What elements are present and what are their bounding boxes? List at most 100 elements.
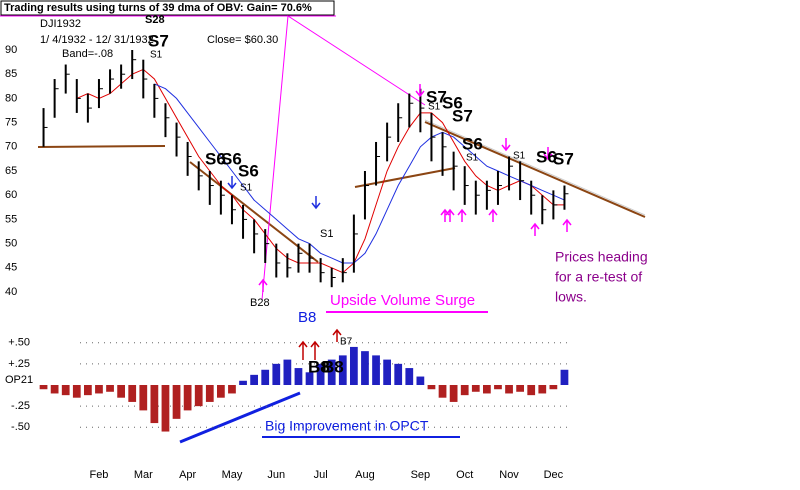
trend-line [424,119,646,216]
annotation: B28 [250,297,270,309]
opct-bar [272,363,281,385]
x-tick-label: Apr [179,469,196,481]
annotation: B8 [308,357,330,376]
y-tick-label: 70 [5,141,17,153]
annotation: S6 [205,149,226,168]
y-tick-label: 50 [5,238,17,250]
opct-bar [83,385,92,396]
y-tick-label: 90 [5,44,17,56]
support-line [37,145,166,148]
annotation: S1 [428,102,441,113]
opct-bar [239,380,247,385]
opct-bar [216,385,225,398]
opct-bar [61,385,70,396]
opct-bar [494,385,502,390]
opct-bar [449,385,458,402]
y-tick-label: +.50 [8,337,30,349]
y-tick-label: -.25 [11,400,30,412]
x-tick-label: Feb [89,469,108,481]
annotation: for a re-test of [555,269,642,285]
x-tick-label: Oct [456,469,473,481]
opct-bar [194,385,203,407]
opct-bar [327,359,336,385]
opct-bar [139,385,148,411]
date-range: 1/ 4/1932 - 12/ 31/1932 [40,34,154,46]
opct-bar [505,385,513,394]
annotation: S1 [466,153,479,164]
opct-bar [549,385,558,390]
annotation: S6 [238,161,259,180]
annotation: S6 [462,134,483,153]
opct-bar [460,385,469,396]
opct-bar [50,385,59,394]
opct-bar [482,385,491,394]
x-tick-label: Dec [544,469,564,481]
annotation: S1 [320,228,333,240]
moving-average [154,83,565,264]
annotation: B7 [340,337,353,348]
opct-trend [179,391,301,444]
y-tick-label: +.25 [8,358,30,370]
annotation: S6 [536,147,557,166]
opct-bar [117,385,126,398]
opct-bar [228,385,236,394]
annotation: Big Improvement in OPCT [265,418,429,434]
annotation: S1 [513,151,526,162]
opct-bar [261,369,270,385]
axis-label: OP21 [5,374,33,386]
x-tick-label: Jul [314,469,328,481]
x-tick-label: May [222,469,243,481]
y-tick-label: 60 [5,189,17,201]
opct-bar [372,355,380,385]
opct-bar [95,385,103,394]
chart-title: Trading results using turns of 39 dma of… [4,2,312,14]
title-box [0,0,335,16]
opct-bar [172,385,181,419]
annotation: S7 [148,31,169,50]
signal-arrows [227,84,572,360]
y-tick-label: 55 [5,213,17,225]
x-tick-label: Aug [355,469,375,481]
signal-line [261,15,426,301]
opct-bar [427,385,436,390]
annotation: S7 [426,87,447,106]
annotation: S1 [150,50,163,61]
symbol: DJI1932 [40,18,81,30]
opct-bar [305,372,314,385]
annotation: S6 [221,149,242,168]
y-tick-label: 45 [5,262,17,274]
opct-bar [471,385,480,392]
y-tick-label: 85 [5,68,17,80]
annotation: S6 [442,93,463,112]
trend-line [189,161,319,263]
opct-bar [150,385,159,424]
close-label: Close= $60.30 [207,34,278,46]
band-label: Band=-.08 [62,48,113,60]
x-tick-label: Nov [499,469,519,481]
x-tick-label: Sep [411,469,431,481]
annotation: S1 [240,183,253,194]
opct-bar [527,385,536,396]
y-tick-label: 65 [5,165,17,177]
opct-bar [438,385,447,398]
opct-bar [183,385,192,411]
opct-bar [316,363,325,385]
opct-bar [161,385,170,432]
trend-line [354,167,456,188]
annotation: B8 [322,357,344,376]
opct-bar [349,346,358,385]
x-tick-label: Mar [134,469,153,481]
annotation: S28 [145,14,165,26]
trend-line [424,121,646,218]
opct-bar [560,369,569,385]
annotation: S7 [452,106,473,125]
annotation: Prices heading [555,249,648,265]
opct-bar [128,385,137,402]
opct-bar [394,363,403,385]
y-tick-label: 40 [5,286,17,298]
annotation: lows. [555,289,587,305]
opct-bar [538,385,547,394]
opct-bar [283,359,292,385]
